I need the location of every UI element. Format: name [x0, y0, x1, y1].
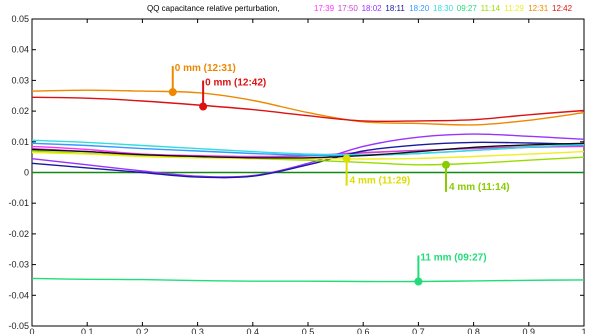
y-tick-label: 0.05 — [11, 14, 29, 24]
y-tick-label: 0.01 — [11, 137, 29, 147]
annotation: 4 mm (11:29) — [342, 154, 411, 187]
y-tick-label: 0.04 — [11, 45, 29, 55]
y-tick-label: -0.03 — [8, 260, 29, 270]
annotation-label: 0 mm (12:42) — [205, 77, 266, 88]
y-tick-label: -0.04 — [8, 290, 29, 300]
annotation-label: 4 mm (11:14) — [449, 182, 510, 193]
x-tick-label: 0.2 — [136, 327, 149, 334]
series-line — [31, 89, 585, 126]
legend-item: 12:42 — [552, 4, 573, 13]
annotation: 11 mm (09:27) — [414, 252, 487, 286]
annotation-marker — [442, 160, 450, 169]
y-tick-label: 0 — [24, 168, 29, 178]
legend-item: 11:14 — [481, 4, 501, 13]
x-tick-label: 0.6 — [357, 327, 370, 334]
legend-item: 18:02 — [362, 4, 383, 13]
annotation-label: 0 mm (12:31) — [175, 63, 236, 74]
x-tick-label: 0.7 — [412, 327, 425, 334]
y-tick-label: -0.05 — [8, 321, 29, 331]
x-tick-label: 1 — [581, 327, 586, 334]
legend-item: 18:20 — [409, 4, 430, 13]
chart-title: QQ capacitance relative perturbation, — [147, 4, 280, 13]
series-line — [31, 277, 585, 283]
x-tick-label: 0.8 — [467, 327, 480, 334]
x-tick-label: 0.4 — [247, 327, 260, 334]
legend-item: 17:39 — [314, 4, 335, 13]
y-tick-label: 0.03 — [11, 75, 29, 85]
annotation-marker — [414, 277, 423, 286]
legend-item: 17:50 — [338, 4, 359, 13]
series-line — [31, 133, 585, 178]
series-line — [31, 150, 585, 160]
series-layer — [31, 89, 585, 283]
annotation-marker — [199, 102, 208, 111]
x-tick-label: 0.9 — [523, 327, 536, 334]
series-line — [31, 150, 585, 166]
legend-item: 18:30 — [433, 4, 454, 13]
annotation: 4 mm (11:14) — [442, 160, 510, 193]
x-tick-label: 0 — [29, 327, 34, 334]
series-line — [31, 139, 585, 156]
annotation-label: 11 mm (09:27) — [420, 252, 486, 263]
legend: 17:39 17:50 18:02 18:11 18:20 18:30 09:27 11:14… — [314, 4, 573, 13]
series-line — [31, 96, 585, 123]
annotation-marker — [342, 154, 351, 163]
series-line — [31, 142, 585, 159]
y-tick-label: -0.01 — [8, 198, 29, 208]
legend-item: 09:27 — [457, 4, 478, 13]
x-tick-label: 0.5 — [302, 327, 315, 334]
x-tick-label: 0.1 — [81, 327, 94, 334]
legend-item: 11:29 — [504, 4, 524, 13]
x-tick-label: 0.3 — [191, 327, 204, 334]
annotation: 0 mm (12:42) — [199, 77, 266, 111]
annotation: 0 mm (12:31) — [168, 63, 236, 97]
annotation-label: 4 mm (11:29) — [350, 176, 411, 187]
annotations: 0 mm (12:31) 0 mm (12:42) 4 mm (11:29) 4 mm… — [168, 63, 510, 286]
legend-item: 12:31 — [528, 4, 549, 13]
x-axis: 0 0.1 0.2 0.3 0.4 0.5 0.6 0.7 0.8 0.9 1 — [29, 19, 587, 334]
annotation-marker — [168, 88, 177, 97]
legend-item: 18:11 — [385, 4, 405, 13]
y-tick-label: -0.02 — [8, 229, 29, 239]
y-tick-label: 0.02 — [11, 106, 29, 116]
series-line — [31, 141, 585, 179]
